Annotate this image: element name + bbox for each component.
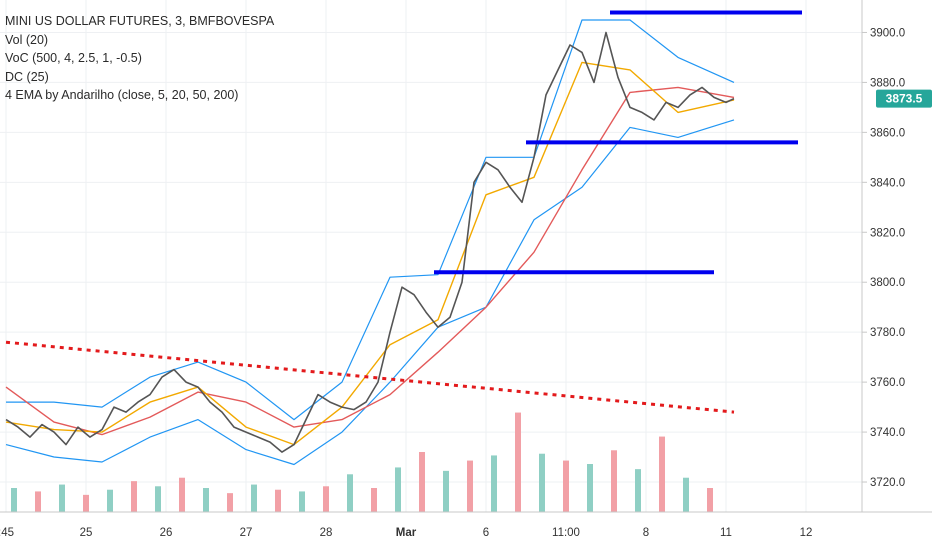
volume-bar [323,486,329,512]
series-ema-mid[interactable] [5,86,735,436]
volume-bar [275,489,281,512]
volume-bar [131,481,137,512]
volume-bar [611,450,617,512]
x-tick-label: :45 [0,527,14,539]
series-trend[interactable] [5,340,735,414]
volume-bar [491,455,497,512]
series-ema-fast[interactable] [5,61,735,446]
y-tick-label: 3780.0 [870,327,905,339]
x-tick-label: 27 [240,527,253,539]
x-tick-label: 28 [320,527,333,539]
legend-dc[interactable]: DC (25) [5,69,49,84]
volume-bar [371,488,377,512]
volume-bar [539,453,545,512]
volume-bar [467,460,473,512]
x-tick-label: 11 [720,527,732,539]
time-axis[interactable]: :45 25 26 27 28 Mar 6 11:00 8 11 12 [0,527,812,539]
volume-bar [515,412,521,512]
price-axis[interactable]: 3720.0 3740.0 3760.0 3780.0 3800.0 3820.0 3840… [862,27,905,489]
volume-bar [707,488,713,512]
y-tick-label: 3840.0 [870,177,905,189]
indicator-legend: MINI US DOLLAR FUTURES, 3, BMFBOVESPA Vo… [5,12,274,105]
volume-bar [179,477,185,512]
y-tick-label: 3900.0 [870,27,905,39]
volume-bar [203,488,209,512]
price-series-layer [5,10,802,466]
y-tick-label: 3740.0 [870,427,905,439]
volume-bar [83,494,89,512]
x-tick-label: 12 [800,527,813,539]
legend-symbol[interactable]: MINI US DOLLAR FUTURES, 3, BMFBOVESPA [5,14,275,28]
volume-bar [587,464,593,512]
x-tick-label: Mar [396,527,417,539]
last-price-tag: 3873.5 [876,89,932,108]
y-tick-label: 3820.0 [870,227,905,239]
y-tick-label: 3720.0 [870,477,905,489]
volume-bars [11,412,713,512]
volume-bar [347,474,353,512]
volume-bar [299,491,305,512]
volume-bar [419,452,425,512]
volume-bar [35,491,41,512]
x-tick-label: 6 [483,527,489,539]
volume-bar [107,489,113,512]
volume-bar [443,470,449,512]
x-tick-label: 11:00 [552,527,580,539]
x-tick-label: 26 [160,527,173,539]
y-tick-label: 3860.0 [870,127,905,139]
volume-bar [11,488,17,512]
volume-bar [251,484,257,512]
legend-voc[interactable]: VoC (500, 4, 2.5, 1, -0.5) [5,51,142,65]
legend-ema[interactable]: 4 EMA by Andarilho (close, 5, 20, 50, 20… [5,88,239,102]
volume-bar [227,493,233,512]
volume-bar [659,436,665,512]
volume-bar [635,469,641,512]
volume-bar [155,486,161,512]
y-tick-label: 3880.0 [870,77,905,89]
last-price-value: 3873.5 [886,92,923,106]
series-donchian-lower[interactable] [5,119,735,466]
volume-bar [683,477,689,512]
volume-bar [59,484,65,512]
y-tick-label: 3800.0 [870,277,905,289]
x-tick-label: 25 [80,527,93,539]
x-tick-label: 8 [643,527,649,539]
volume-bar [563,460,569,512]
legend-vol[interactable]: Vol (20) [5,32,49,47]
series-donchian-upper[interactable] [6,19,735,421]
volume-bar [395,467,401,512]
y-tick-label: 3760.0 [870,377,905,389]
series-price[interactable] [5,31,735,453]
